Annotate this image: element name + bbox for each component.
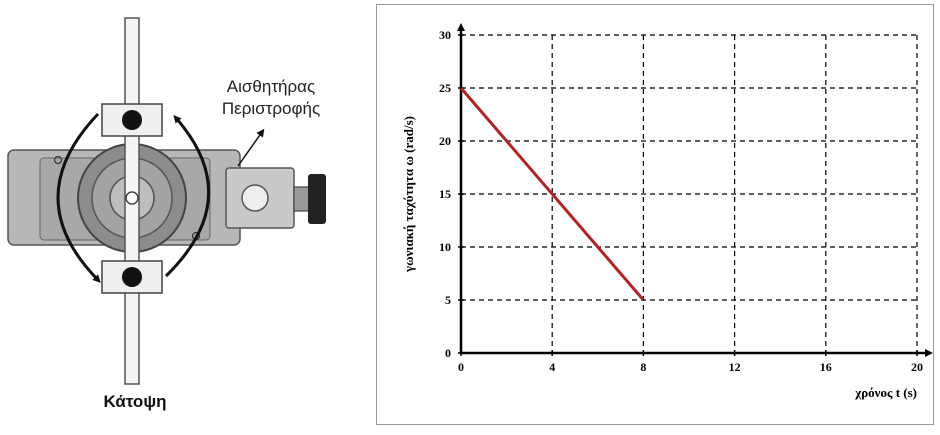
sensor-label-line-2: Περιστροφής — [221, 99, 321, 118]
mass-bottom-dot — [122, 267, 142, 287]
x-tick-label-12: 12 — [729, 360, 741, 374]
x-tick-label-20: 20 — [911, 360, 923, 374]
rotation-arrow-left — [56, 112, 101, 283]
y-tick-label-25: 25 — [439, 81, 451, 95]
axes-layer — [457, 23, 933, 357]
x-tick-label-4: 4 — [549, 360, 555, 374]
sensor-knob — [293, 186, 311, 212]
x-axis-title: χρόνος t (s) — [854, 385, 917, 400]
grid-layer — [461, 34, 918, 353]
y-tick-label-15: 15 — [439, 187, 451, 201]
tick-labels: 0 4 8 12 16 20 0 5 10 15 20 25 30 — [439, 28, 923, 374]
y-tick-label-10: 10 — [439, 240, 451, 254]
side-hole — [241, 184, 269, 212]
y-tick-label-5: 5 — [445, 293, 451, 307]
knob-grip — [308, 174, 326, 224]
series-layer — [459, 87, 645, 301]
rotation-arrow-right — [164, 114, 211, 278]
x-tick-label-16: 16 — [820, 360, 832, 374]
sensor-label-line-1: Αισθητήρας — [226, 77, 316, 96]
x-tick-label-8: 8 — [640, 360, 646, 374]
y-axis-title: γωνιακή ταχύτητα ω (rad/s) — [401, 116, 416, 273]
sensor-label: Αισθητήρας Περιστροφής — [196, 76, 346, 120]
x-tick-label-0: 0 — [458, 360, 464, 374]
y-tick-label-30: 30 — [439, 28, 451, 42]
apparatus-figure: Αισθητήρας Περιστροφής Κάτοψη — [0, 0, 380, 430]
sensor-pointer-arrow — [237, 128, 265, 167]
chart-frame: 0 4 8 12 16 20 0 5 10 15 20 25 30 γωνιακή ταχύτητα ω… — [376, 4, 934, 425]
series-line-0 — [459, 87, 645, 301]
screw-left — [53, 155, 63, 165]
angular-velocity-chart: 0 4 8 12 16 20 0 5 10 15 20 25 30 γωνιακή ταχύτητα ω… — [401, 23, 933, 400]
rotation-sensor-drawing — [7, 17, 326, 385]
axle-center — [125, 191, 139, 205]
figure-caption: Κάτοψη — [103, 392, 167, 411]
y-tick-label-0: 0 — [445, 346, 451, 360]
y-tick-label-20: 20 — [439, 134, 451, 148]
mass-top-dot — [122, 110, 142, 130]
